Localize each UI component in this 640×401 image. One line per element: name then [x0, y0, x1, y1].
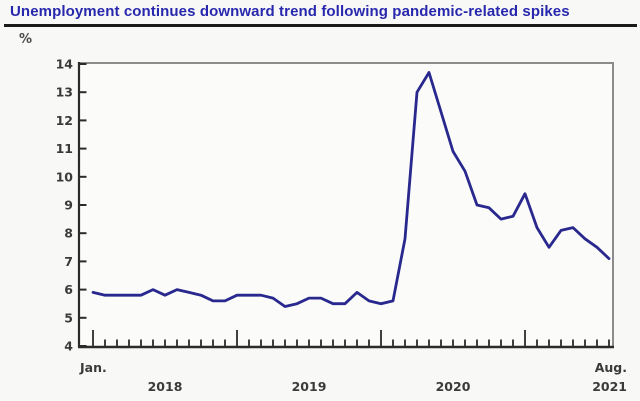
y-tick-label: 14: [56, 57, 74, 72]
x-axis-year-2019: 2019: [291, 379, 327, 394]
plot-area: [78, 63, 614, 346]
title-underline: [4, 24, 637, 27]
y-tick-label: 5: [64, 310, 73, 325]
chart-title: Unemployment continues downward trend fo…: [10, 3, 570, 20]
y-tick-label: 10: [56, 169, 74, 184]
y-tick-label: 7: [64, 254, 73, 269]
y-tick-label: 13: [56, 85, 73, 100]
x-axis-label-aug: Aug.: [594, 360, 627, 375]
y-tick-label: 8: [64, 226, 73, 241]
y-axis-unit-label: %: [19, 32, 33, 47]
y-tick-label: 4: [64, 339, 73, 354]
x-axis-label-jan: Jan.: [80, 360, 107, 375]
y-tick-label: 12: [56, 113, 73, 128]
x-axis-year-2020: 2020: [435, 379, 471, 394]
y-tick-label: 6: [64, 282, 73, 297]
x-axis-year-2018: 2018: [147, 379, 183, 394]
y-tick-label: 9: [64, 198, 73, 213]
y-tick-label: 11: [56, 141, 73, 156]
x-axis-year-2021: 2021: [592, 379, 627, 394]
unemployment-rate-line: [91, 71, 611, 308]
